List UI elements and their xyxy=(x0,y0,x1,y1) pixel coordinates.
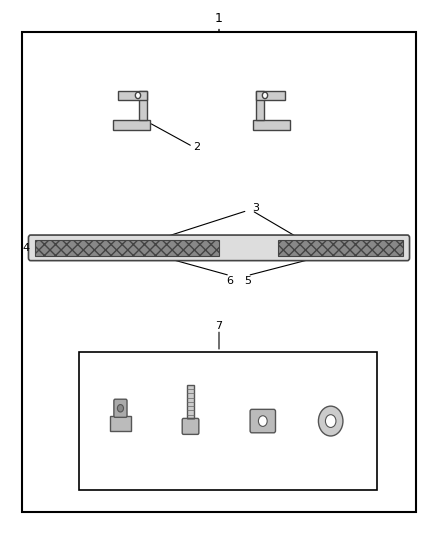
Text: 7: 7 xyxy=(215,321,223,331)
Text: 4: 4 xyxy=(23,243,30,253)
Bar xyxy=(138,91,146,120)
Bar xyxy=(187,385,194,420)
FancyBboxPatch shape xyxy=(250,409,276,433)
Bar xyxy=(278,240,403,256)
Circle shape xyxy=(318,406,343,436)
Text: 6: 6 xyxy=(226,276,233,286)
Bar xyxy=(79,352,377,490)
Bar xyxy=(113,120,150,130)
FancyBboxPatch shape xyxy=(182,418,199,434)
Bar xyxy=(110,416,131,431)
Circle shape xyxy=(135,92,141,99)
FancyBboxPatch shape xyxy=(28,235,410,261)
Text: 3: 3 xyxy=(252,203,259,213)
FancyBboxPatch shape xyxy=(114,399,127,417)
Text: 1: 1 xyxy=(215,12,223,25)
Text: 5: 5 xyxy=(244,276,251,286)
Circle shape xyxy=(258,416,267,426)
Bar xyxy=(118,91,146,100)
Circle shape xyxy=(117,405,124,412)
Bar xyxy=(257,91,265,120)
Bar xyxy=(257,91,285,100)
Bar xyxy=(253,120,290,130)
Circle shape xyxy=(325,415,336,427)
Bar xyxy=(35,240,219,256)
Circle shape xyxy=(262,92,268,99)
Text: 2: 2 xyxy=(193,142,200,151)
